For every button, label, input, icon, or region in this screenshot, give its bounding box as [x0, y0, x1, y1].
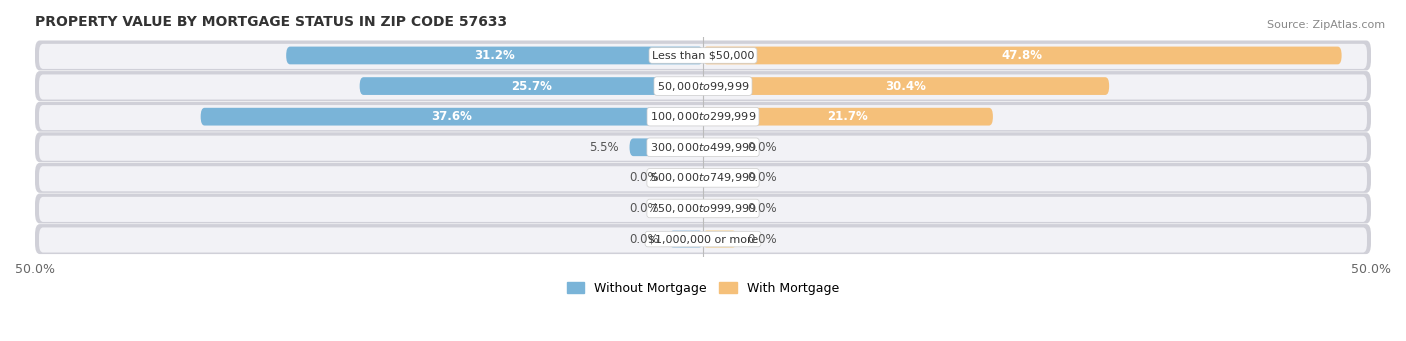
FancyBboxPatch shape [39, 166, 1367, 191]
FancyBboxPatch shape [703, 230, 737, 248]
Text: 5.5%: 5.5% [589, 141, 619, 154]
FancyBboxPatch shape [669, 230, 703, 248]
Text: Source: ZipAtlas.com: Source: ZipAtlas.com [1267, 20, 1385, 30]
FancyBboxPatch shape [201, 108, 703, 125]
FancyBboxPatch shape [35, 224, 1371, 254]
FancyBboxPatch shape [360, 77, 703, 95]
Text: $1,000,000 or more: $1,000,000 or more [648, 234, 758, 244]
FancyBboxPatch shape [669, 199, 703, 217]
Text: $100,000 to $299,999: $100,000 to $299,999 [650, 110, 756, 123]
FancyBboxPatch shape [39, 136, 1367, 161]
Text: 21.7%: 21.7% [828, 110, 869, 123]
FancyBboxPatch shape [669, 169, 703, 187]
Text: $500,000 to $749,999: $500,000 to $749,999 [650, 172, 756, 184]
Text: 0.0%: 0.0% [630, 233, 659, 246]
FancyBboxPatch shape [630, 138, 703, 156]
Text: 0.0%: 0.0% [747, 172, 776, 184]
FancyBboxPatch shape [35, 132, 1371, 162]
FancyBboxPatch shape [35, 193, 1371, 223]
Text: 0.0%: 0.0% [630, 202, 659, 215]
FancyBboxPatch shape [35, 71, 1371, 101]
Text: Less than $50,000: Less than $50,000 [652, 50, 754, 60]
Text: 0.0%: 0.0% [747, 202, 776, 215]
Text: 25.7%: 25.7% [510, 79, 551, 92]
Text: 30.4%: 30.4% [886, 79, 927, 92]
FancyBboxPatch shape [703, 108, 993, 125]
Text: 0.0%: 0.0% [630, 172, 659, 184]
Text: PROPERTY VALUE BY MORTGAGE STATUS IN ZIP CODE 57633: PROPERTY VALUE BY MORTGAGE STATUS IN ZIP… [35, 15, 508, 29]
Text: 47.8%: 47.8% [1002, 49, 1043, 62]
FancyBboxPatch shape [703, 47, 1341, 64]
FancyBboxPatch shape [39, 227, 1367, 253]
FancyBboxPatch shape [703, 77, 1109, 95]
Text: 31.2%: 31.2% [474, 49, 515, 62]
FancyBboxPatch shape [35, 102, 1371, 132]
Legend: Without Mortgage, With Mortgage: Without Mortgage, With Mortgage [562, 277, 844, 300]
FancyBboxPatch shape [39, 197, 1367, 222]
FancyBboxPatch shape [703, 138, 737, 156]
Text: $300,000 to $499,999: $300,000 to $499,999 [650, 141, 756, 154]
FancyBboxPatch shape [39, 105, 1367, 130]
FancyBboxPatch shape [703, 169, 737, 187]
Text: $50,000 to $99,999: $50,000 to $99,999 [657, 79, 749, 92]
FancyBboxPatch shape [35, 41, 1371, 71]
FancyBboxPatch shape [39, 74, 1367, 100]
FancyBboxPatch shape [703, 199, 737, 217]
Text: $750,000 to $999,999: $750,000 to $999,999 [650, 202, 756, 215]
FancyBboxPatch shape [35, 163, 1371, 193]
Text: 0.0%: 0.0% [747, 233, 776, 246]
Text: 0.0%: 0.0% [747, 141, 776, 154]
FancyBboxPatch shape [287, 47, 703, 64]
FancyBboxPatch shape [39, 44, 1367, 69]
Text: 37.6%: 37.6% [432, 110, 472, 123]
